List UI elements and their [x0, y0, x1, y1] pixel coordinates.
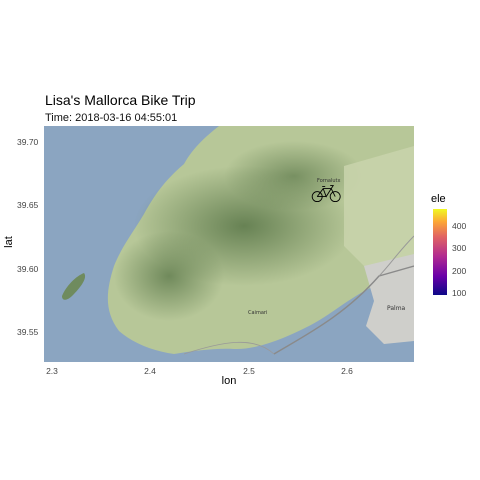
x-tick-label: 2.4 — [144, 366, 156, 376]
eastern-plain — [344, 146, 414, 276]
place-label-caimari: Caimari — [248, 310, 267, 316]
map-panel: Fornalutx Caimari Palma — [44, 126, 414, 362]
y-tick-label: 39.65 — [17, 200, 39, 210]
y-tick-label: 39.70 — [17, 137, 39, 147]
road-highway — [273, 265, 414, 355]
x-tick-label: 2.6 — [341, 366, 353, 376]
palma-urban-area — [364, 254, 414, 344]
road-coastal — [183, 341, 275, 355]
y-tick-label: 39.60 — [17, 264, 39, 274]
legend-colorbar — [433, 209, 447, 295]
y-axis-label: lat — [3, 236, 15, 248]
legend-tick-label: 100 — [452, 288, 467, 298]
x-tick-label: 2.3 — [46, 366, 58, 376]
x-tick-label: 2.5 — [243, 366, 255, 376]
mountain-range-north — [224, 141, 364, 211]
bicycle-icon — [311, 185, 341, 203]
chart-title: Lisa's Mallorca Bike Trip — [45, 92, 196, 108]
legend-tick-label: 200 — [452, 266, 467, 276]
y-tick-label: 39.55 — [17, 327, 39, 337]
legend-tick-label: 300 — [452, 243, 467, 253]
island-dragonera — [62, 273, 86, 300]
place-label-fornalutx: Fornalutx — [317, 178, 340, 184]
road-ma13 — [378, 235, 414, 277]
legend-tick-label: 400 — [452, 221, 467, 231]
chart-subtitle: Time: 2018-03-16 04:55:01 — [45, 112, 178, 124]
legend-title: ele — [431, 193, 446, 205]
mountain-range-west — [114, 231, 224, 321]
place-label-palma: Palma — [387, 305, 406, 312]
x-axis-label: lon — [221, 375, 237, 387]
